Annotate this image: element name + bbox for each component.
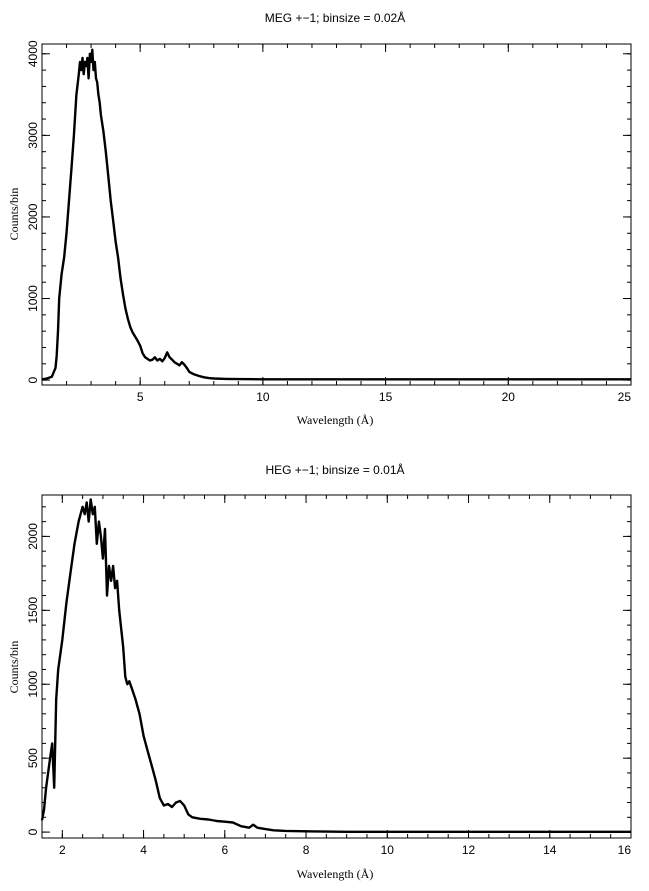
meg-x-axis-label: Wavelength (Å) [297,413,374,427]
heg-x-tick-labels: 2 4 6 8 10 12 14 16 [59,843,631,857]
heg-y-tick-labels: 0 500 1000 1500 2000 [26,523,40,836]
heg-x-tick-label: 6 [221,843,228,857]
meg-y-tick-label: 0 [26,376,40,383]
heg-x-tick-label: 8 [303,843,310,857]
meg-y-tick-label: 4000 [26,40,40,67]
heg-x-axis-label: Wavelength (Å) [297,867,374,881]
meg-y-tick-label: 2000 [26,203,40,230]
meg-y-axis-label: Counts/bin [7,188,21,241]
heg-x-tick-label: 16 [618,843,632,857]
heg-x-tick-label: 2 [59,843,66,857]
meg-x-tick-label: 5 [137,390,144,404]
heg-y-tick-label: 1500 [26,597,40,624]
heg-ticks [41,495,632,838]
meg-x-tick-label: 25 [618,390,632,404]
heg-y-tick-label: 500 [26,748,40,768]
meg-ticks [41,44,632,385]
meg-y-tick-label: 1000 [26,285,40,312]
meg-chart: MEG +−1; binsize = 0.02Å 5 10 15 20 25 0 1000… [7,10,632,427]
meg-plot-frame [41,43,632,386]
heg-x-tick-label: 12 [462,843,476,857]
meg-chart-title: MEG +−1; binsize = 0.02Å [265,10,405,25]
heg-counts-series [40,498,631,833]
heg-x-tick-label: 10 [381,843,395,857]
heg-y-axis-label: Counts/bin [7,641,21,694]
meg-y-tick-labels: 0 1000 2000 3000 4000 [26,40,40,383]
heg-y-tick-label: 2000 [26,523,40,550]
meg-counts-series [41,48,631,381]
heg-y-tick-label: 0 [26,828,40,835]
meg-x-tick-label: 20 [502,390,516,404]
heg-plot-frame [41,494,632,839]
heg-chart: HEG +−1; binsize = 0.01Å 2 4 6 8 10 12 14 16 0 5… [7,462,632,881]
heg-chart-title: HEG +−1; binsize = 0.01Å [265,462,404,477]
meg-y-tick-label: 3000 [26,122,40,149]
heg-x-tick-label: 4 [140,843,147,857]
meg-x-tick-labels: 5 10 15 20 25 [137,390,631,404]
heg-y-tick-label: 1000 [26,671,40,698]
meg-x-tick-label: 15 [379,390,393,404]
heg-x-tick-label: 14 [543,843,557,857]
meg-x-tick-label: 10 [256,390,270,404]
